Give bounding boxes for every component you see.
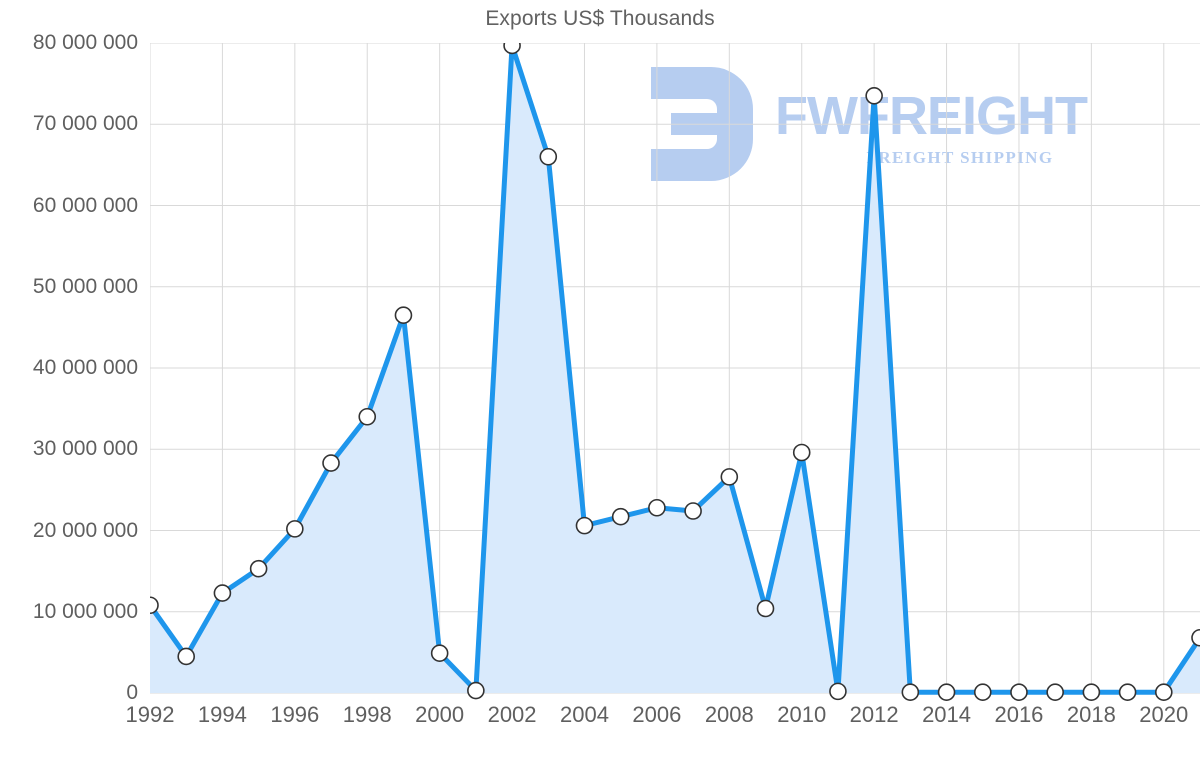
y-tick-label: 40 000 000	[32, 356, 138, 379]
data-point-2013[interactable]	[901, 683, 920, 701]
data-point-2005[interactable]	[611, 507, 630, 526]
data-point-2001[interactable]	[467, 681, 485, 700]
data-point-1998[interactable]	[358, 407, 377, 426]
data-point-2008[interactable]	[720, 468, 739, 486]
x-tick-label: 2018	[1066, 702, 1116, 727]
x-tick-label: 2008	[704, 702, 754, 727]
data-point-2011[interactable]	[829, 682, 847, 701]
data-point-2012[interactable]	[865, 87, 883, 105]
data-point-1999[interactable]	[394, 306, 413, 324]
x-tick-label: 2016	[994, 702, 1044, 727]
y-tick-label: 50 000 000	[32, 274, 138, 298]
x-tick-label: 2010	[777, 702, 827, 727]
x-tick-label: 1992	[125, 702, 175, 727]
data-point-2014[interactable]	[937, 683, 956, 701]
chart-title: Exports US$ Thousands	[485, 7, 715, 30]
area-fill	[150, 45, 1200, 693]
data-point-2006[interactable]	[648, 498, 666, 517]
y-tick-label: 60 000 000	[32, 193, 138, 217]
data-point-2021[interactable]	[1191, 628, 1200, 647]
y-tick-label: 10 000 000	[32, 599, 138, 623]
data-point-1992[interactable]	[150, 596, 159, 615]
data-point-1993[interactable]	[177, 647, 196, 666]
data-point-2020[interactable]	[1154, 683, 1173, 701]
y-tick-label: 30 000 000	[32, 437, 138, 461]
y-tick-label: 20 000 000	[32, 518, 138, 542]
x-tick-label: 2012	[849, 702, 899, 727]
data-point-2019[interactable]	[1118, 683, 1137, 701]
x-tick-label: 2006	[632, 702, 682, 727]
data-point-1997[interactable]	[322, 454, 340, 472]
x-tick-label: 1994	[197, 702, 247, 727]
data-point-2016[interactable]	[1010, 683, 1028, 701]
y-tick-label: 70 000 000	[32, 112, 138, 136]
x-tick-label: 2000	[415, 702, 465, 727]
x-tick-label: 2002	[487, 702, 537, 727]
y-tick-label: 0	[126, 681, 138, 704]
x-tick-label: 1998	[342, 702, 392, 727]
data-point-2018[interactable]	[1082, 683, 1101, 701]
x-tick-label: 2014	[922, 702, 972, 727]
data-point-2007[interactable]	[684, 502, 702, 520]
data-point-1995[interactable]	[249, 559, 268, 578]
data-point-2004[interactable]	[575, 516, 594, 535]
data-point-2010[interactable]	[792, 443, 811, 462]
data-point-2002[interactable]	[503, 43, 521, 55]
y-tick-label: 80 000 000	[32, 31, 138, 54]
data-point-2009[interactable]	[756, 599, 775, 618]
data-point-2017[interactable]	[1046, 683, 1064, 701]
data-point-2015[interactable]	[973, 683, 992, 701]
plot-area	[150, 43, 1200, 701]
x-tick-label: 1996	[270, 702, 320, 727]
data-point-1996[interactable]	[286, 520, 304, 538]
x-tick-label: 2004	[559, 702, 609, 727]
data-point-1994[interactable]	[213, 584, 232, 602]
data-point-2000[interactable]	[430, 644, 449, 662]
x-tick-label: 2020	[1139, 702, 1189, 727]
data-point-markers	[150, 43, 1200, 701]
data-point-2003[interactable]	[539, 147, 558, 166]
